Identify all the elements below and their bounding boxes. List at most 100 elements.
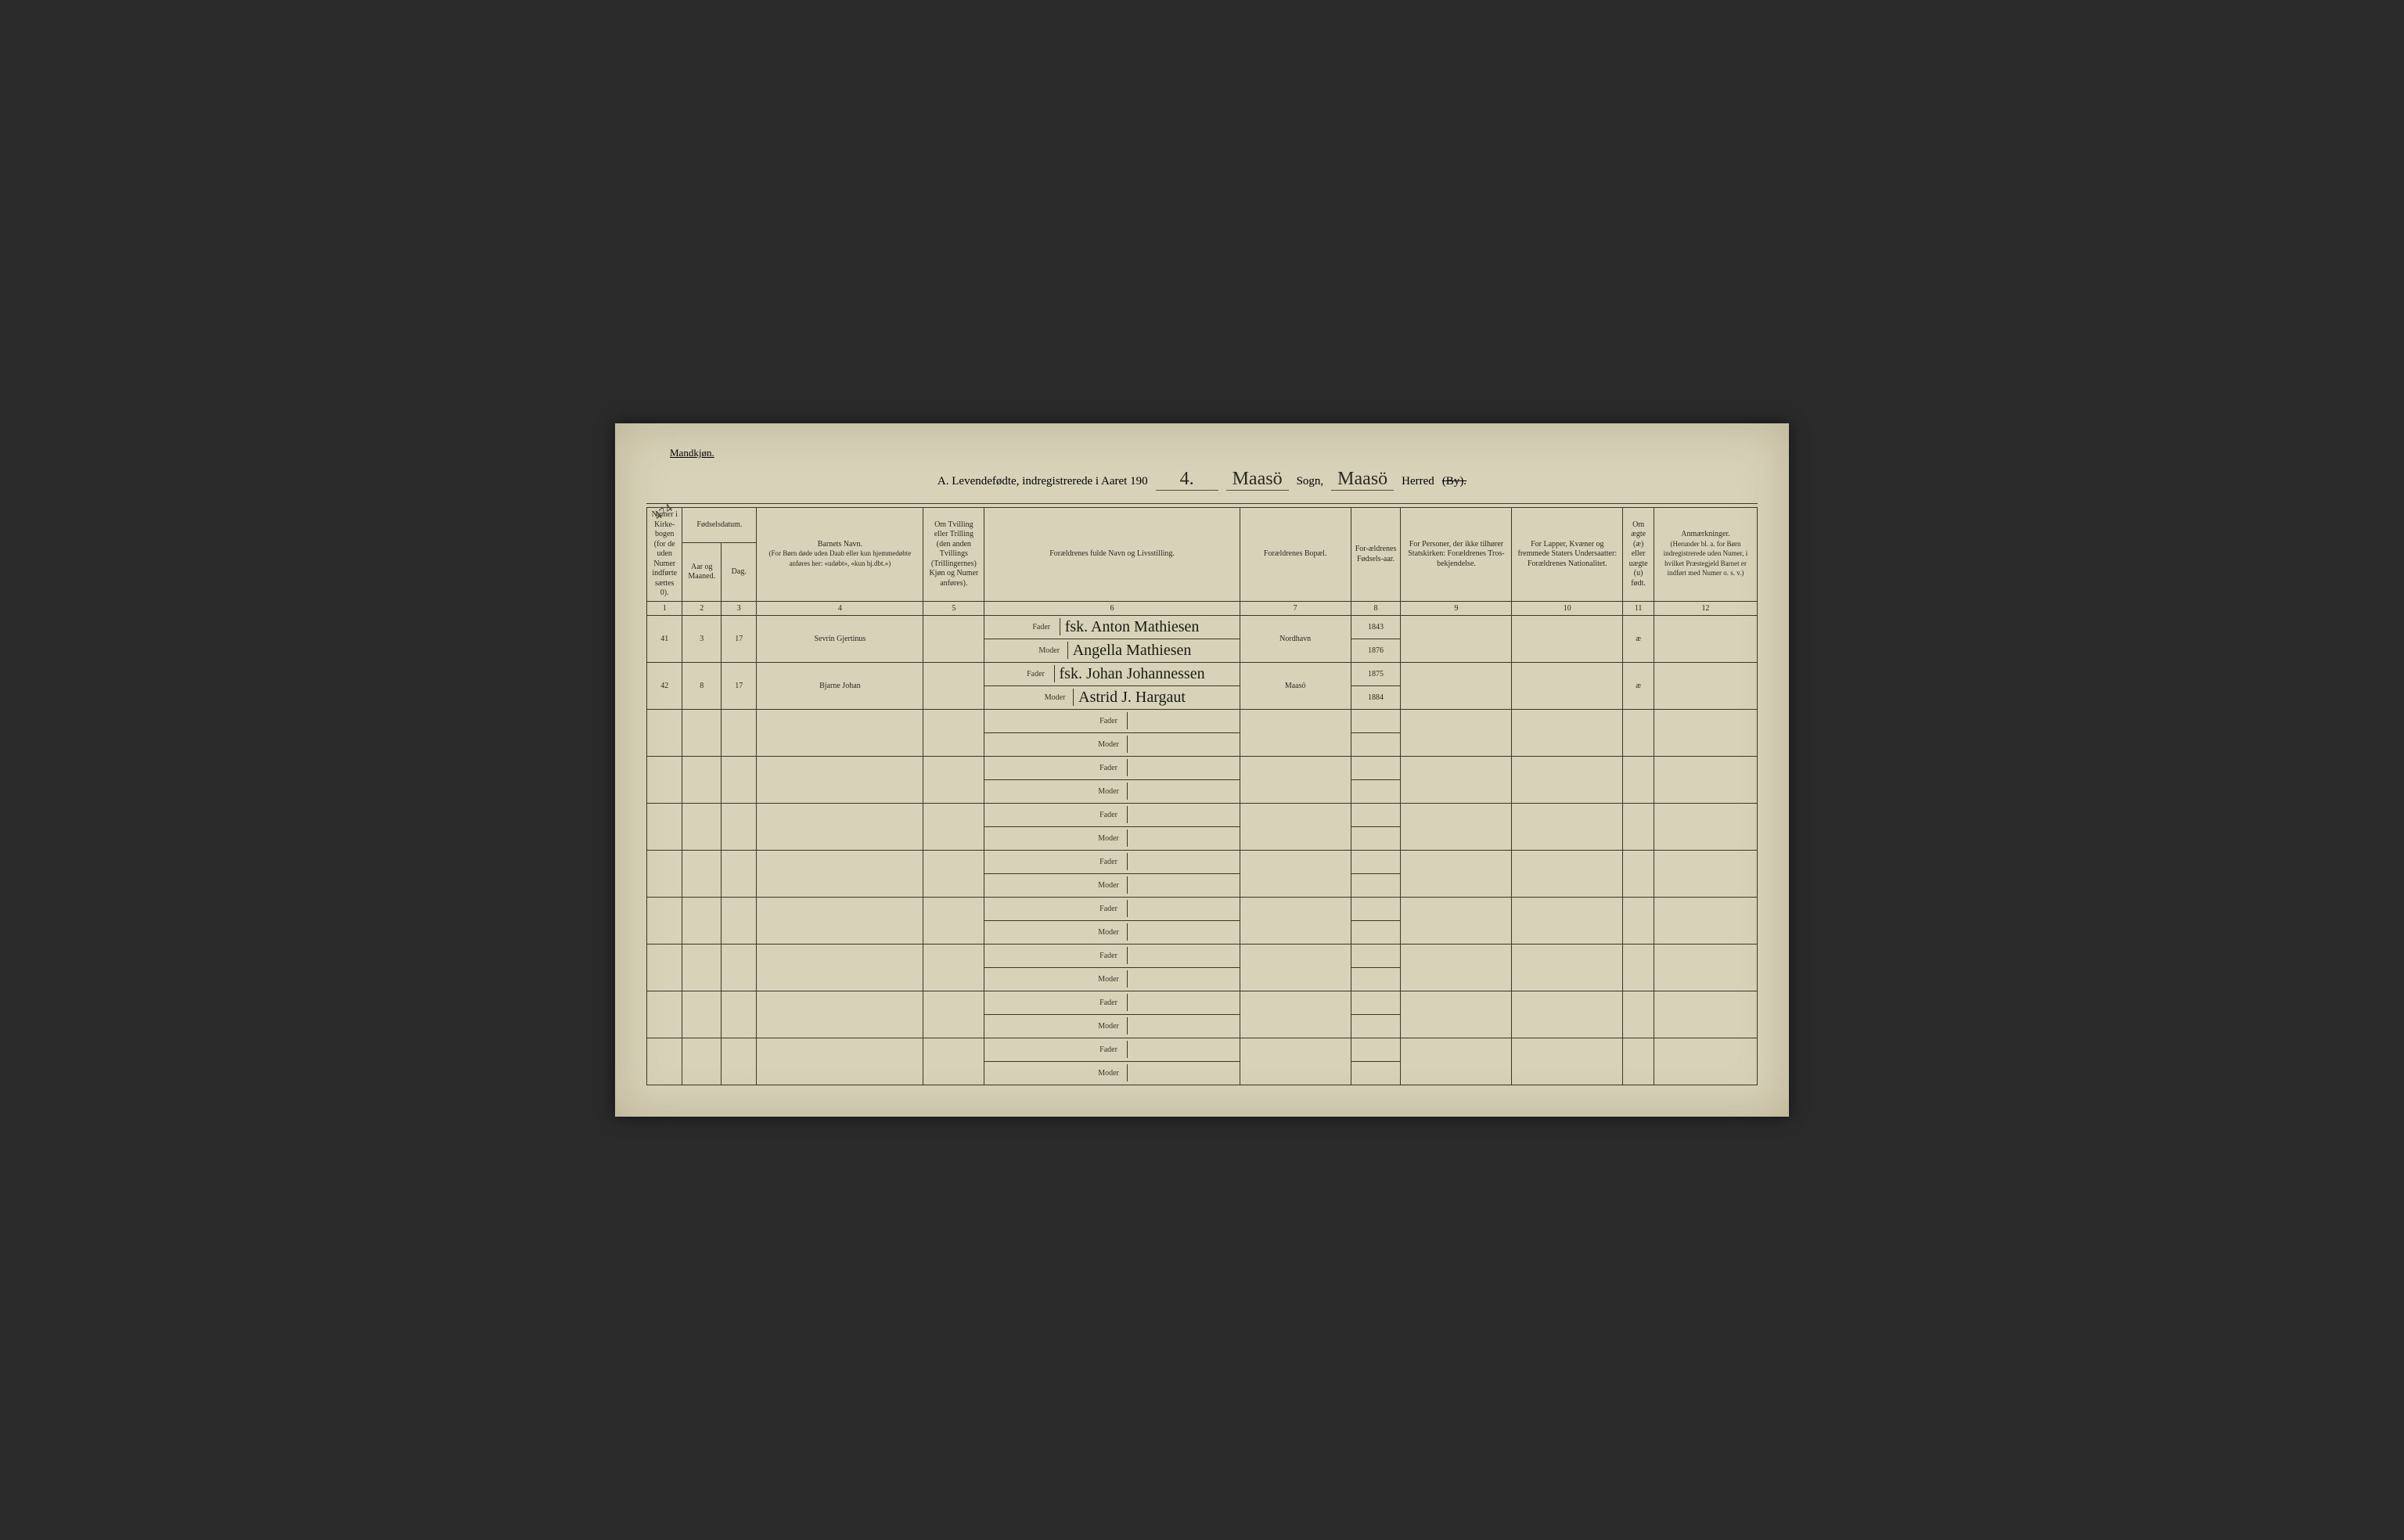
- remarks-cell: [1654, 662, 1757, 709]
- column-number: 7: [1240, 601, 1351, 615]
- father-birth-year: [1351, 756, 1401, 779]
- record-number: [647, 709, 682, 756]
- column-number: 6: [984, 601, 1240, 615]
- col-header-10: For Lapper, Kvæner og fremmede Staters U…: [1512, 508, 1623, 602]
- col-header-9: For Personer, der ikke tilhører Statskir…: [1401, 508, 1512, 602]
- parent-name: fsk. Anton Mathiesen: [1065, 618, 1200, 635]
- parent-cell: Fader: [984, 897, 1240, 920]
- legitimacy-mark: [1623, 756, 1654, 803]
- record-number: 42: [647, 662, 682, 709]
- birth-day: [722, 803, 757, 850]
- parent-cell: Moder: [984, 967, 1240, 991]
- column-number: 4: [757, 601, 923, 615]
- mother-birth-year: [1351, 920, 1401, 944]
- mother-birth-year: [1351, 873, 1401, 897]
- birth-month: [682, 897, 722, 944]
- column-number: 11: [1623, 601, 1654, 615]
- parent-cell: Fader: [984, 709, 1240, 732]
- title-prefix: A. Levendefødte, indregistrerede i Aaret…: [937, 475, 1148, 488]
- parent-label: Fader: [1092, 811, 1125, 819]
- parent-separator: [1127, 759, 1128, 776]
- parent-cell: Moder: [984, 873, 1240, 897]
- twin-cell: [923, 662, 984, 709]
- nationality-cell: [1512, 803, 1623, 850]
- legitimacy-mark: [1623, 803, 1654, 850]
- parent-label: Fader: [1092, 952, 1125, 960]
- parent-separator: [1127, 712, 1128, 729]
- birth-day: [722, 850, 757, 897]
- parent-label: Moder: [1033, 646, 1066, 655]
- sogn-label: Sogn,: [1297, 475, 1324, 488]
- mother-birth-year: [1351, 967, 1401, 991]
- parent-separator: [1127, 1041, 1128, 1058]
- legitimacy-mark: [1623, 850, 1654, 897]
- child-name: [757, 897, 923, 944]
- child-name: [757, 991, 923, 1038]
- title-year: 4.: [1156, 469, 1218, 491]
- col4-sub: (For Børn døde uden Daab eller kun hjemm…: [769, 549, 912, 567]
- birth-day: [722, 897, 757, 944]
- table-row: 42817Bjarne JohanFaderfsk. Johan Johanne…: [647, 662, 1758, 685]
- by-struck: (By).: [1442, 475, 1467, 488]
- parent-label: Moder: [1092, 1022, 1125, 1031]
- residence: [1240, 850, 1351, 897]
- father-birth-year: [1351, 709, 1401, 732]
- birth-day: [722, 756, 757, 803]
- record-number: 41: [647, 615, 682, 662]
- column-number: 8: [1351, 601, 1401, 615]
- parent-name: Astrid J. Hargaut: [1078, 689, 1186, 706]
- nationality-cell: [1512, 709, 1623, 756]
- record-number: [647, 803, 682, 850]
- religion-cell: [1401, 850, 1512, 897]
- parent-label: Moder: [1092, 740, 1125, 749]
- parent-label: Fader: [1092, 858, 1125, 866]
- religion-cell: [1401, 662, 1512, 709]
- column-number: 9: [1401, 601, 1512, 615]
- child-name: [757, 709, 923, 756]
- child-name: [757, 803, 923, 850]
- col4-title: Barnets Navn.: [818, 540, 862, 549]
- parent-separator: [1127, 829, 1128, 847]
- table-header: Numer i Kirke-bogen (for de uden Numer i…: [647, 508, 1758, 616]
- religion-cell: [1401, 897, 1512, 944]
- twin-cell: [923, 803, 984, 850]
- parent-cell: Moder: [984, 826, 1240, 850]
- father-birth-year: [1351, 991, 1401, 1014]
- birth-day: 17: [722, 615, 757, 662]
- table-row: Fader: [647, 850, 1758, 873]
- birth-month: [682, 803, 722, 850]
- father-birth-year: [1351, 850, 1401, 873]
- column-number: 2: [682, 601, 722, 615]
- twin-cell: [923, 615, 984, 662]
- twin-cell: [923, 944, 984, 991]
- parent-separator: [1127, 970, 1128, 988]
- nationality-cell: [1512, 944, 1623, 991]
- parent-label: Moder: [1092, 881, 1125, 890]
- parent-separator: [1127, 783, 1128, 800]
- religion-cell: [1401, 803, 1512, 850]
- parent-label: Fader: [1092, 998, 1125, 1007]
- parent-cell: Faderfsk. Johan Johannessen: [984, 662, 1240, 685]
- remarks-cell: [1654, 803, 1757, 850]
- birth-month: [682, 1038, 722, 1085]
- parent-label: Fader: [1092, 764, 1125, 772]
- mother-birth-year: [1351, 1014, 1401, 1038]
- mother-birth-year: [1351, 779, 1401, 803]
- twin-cell: [923, 1038, 984, 1085]
- mother-birth-year: 1876: [1351, 639, 1401, 662]
- parent-separator: [1127, 947, 1128, 964]
- col-header-5: Om Tvilling eller Trilling (den anden Tv…: [923, 508, 984, 602]
- residence: [1240, 1038, 1351, 1085]
- record-number: [647, 756, 682, 803]
- table-row: Fader: [647, 897, 1758, 920]
- birth-month: [682, 944, 722, 991]
- residence: Nordhavn: [1240, 615, 1351, 662]
- mother-birth-year: [1351, 826, 1401, 850]
- birth-month: [682, 709, 722, 756]
- child-name: [757, 944, 923, 991]
- legitimacy-mark: æ: [1623, 615, 1654, 662]
- mother-birth-year: 1884: [1351, 685, 1401, 709]
- birth-month: [682, 756, 722, 803]
- mother-birth-year: [1351, 732, 1401, 756]
- column-number: 1: [647, 601, 682, 615]
